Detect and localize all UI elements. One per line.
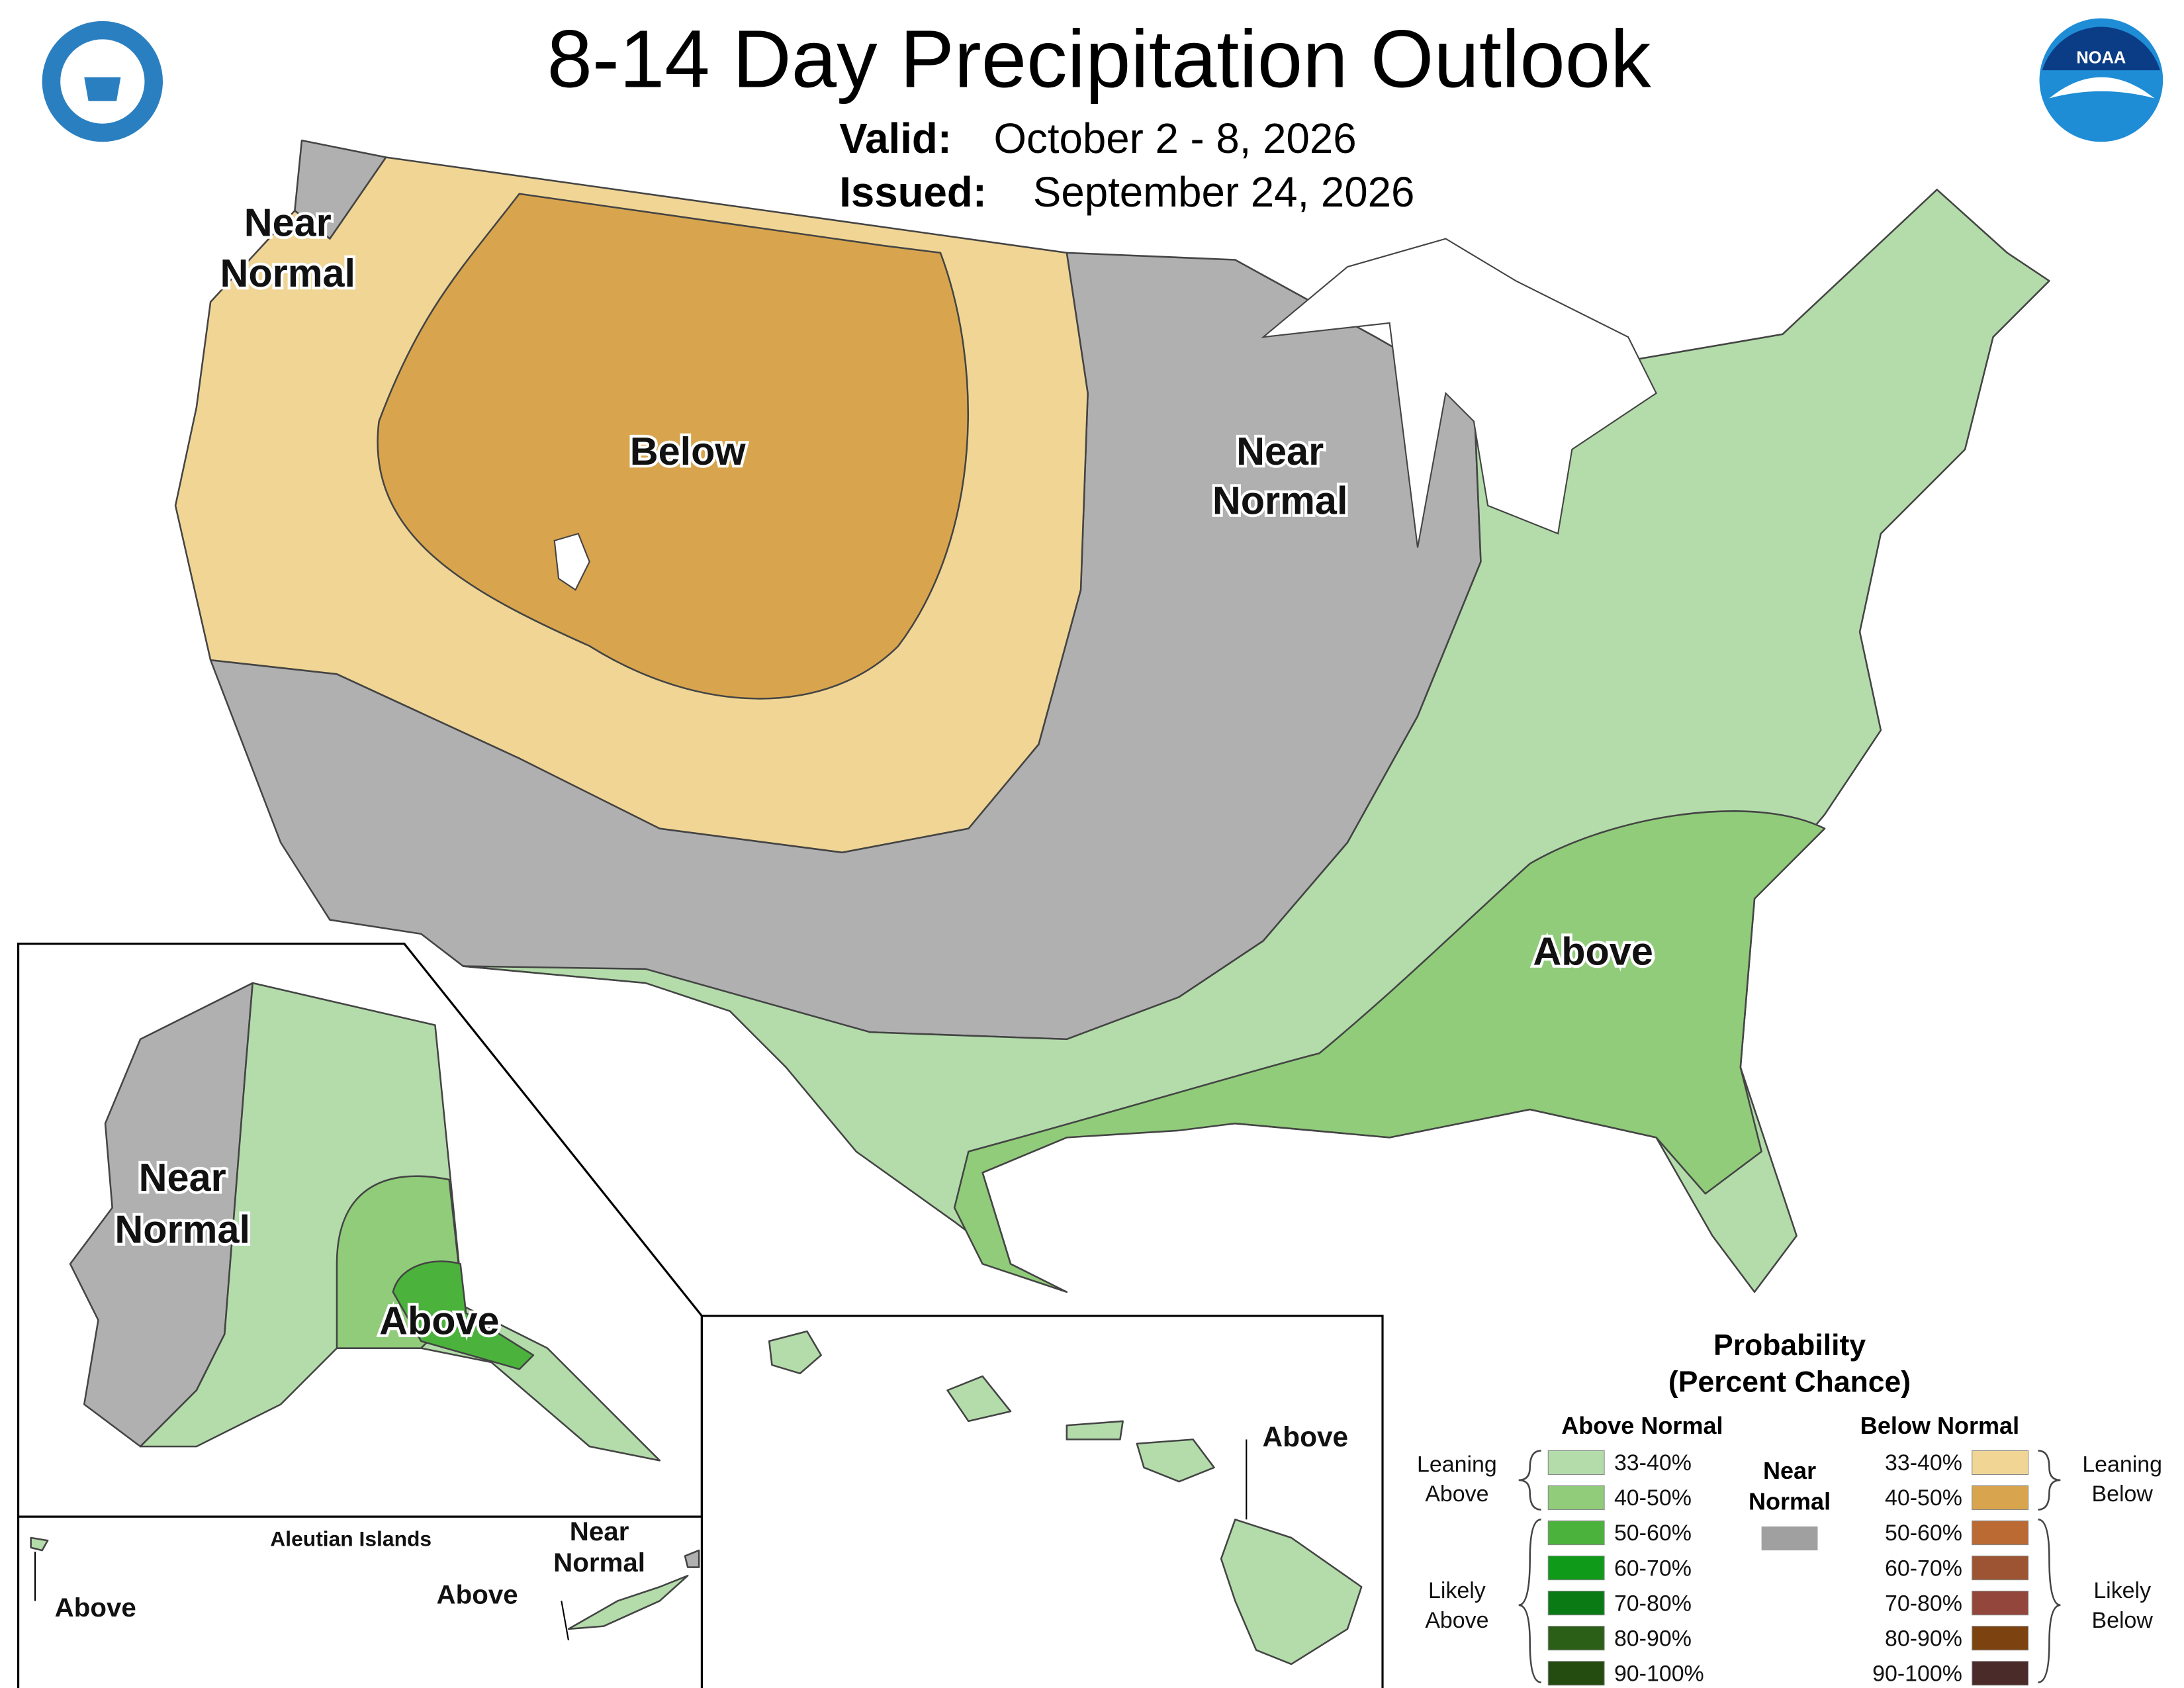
legend-swatch — [1972, 1661, 2029, 1686]
legend-swatch — [1972, 1626, 2029, 1651]
legend-bin-label: 90-100% — [1872, 1661, 1962, 1686]
legend-bin-label: 50-60% — [1885, 1521, 1962, 1546]
below-40-region — [377, 193, 969, 700]
valid-label: Valid: — [839, 115, 952, 162]
region-label: Near Normal — [114, 1155, 250, 1252]
group-label: Likely — [2093, 1578, 2151, 1603]
legend-bin-label: 90-100% — [1614, 1661, 1704, 1686]
legend-swatch — [1972, 1521, 2029, 1546]
legend-bin-label: 70-80% — [1885, 1591, 1962, 1616]
legend-near: Normal — [1749, 1488, 1831, 1515]
commerce-seal — [39, 18, 166, 145]
braces — [1518, 1450, 2061, 1683]
legend-bin-label: 60-70% — [1885, 1556, 1962, 1581]
issued-label: Issued: — [839, 169, 987, 216]
group-label: Below — [2091, 1608, 2153, 1633]
group-label: Below — [2091, 1481, 2153, 1507]
hawaii-inset — [700, 1315, 1384, 1688]
legend-swatch — [1547, 1485, 1605, 1511]
above-40-region — [953, 810, 1826, 1293]
region-label: Near Normal — [553, 1517, 645, 1577]
legend-bin-label: 60-70% — [1614, 1556, 1692, 1581]
legend-bin-label: 33-40% — [1885, 1450, 1962, 1476]
group-label: Leaning — [2082, 1452, 2162, 1477]
group-label: Likely — [1428, 1578, 1486, 1603]
legend-header: Above Normal — [1561, 1412, 1723, 1439]
legend-title: (Percent Chance) — [1668, 1366, 1911, 1398]
legend-bin-label: 40-50% — [1885, 1485, 1962, 1511]
region-label: Below — [630, 429, 747, 473]
legend-bin-label: 80-90% — [1614, 1626, 1692, 1651]
legend-swatch — [1972, 1591, 2029, 1616]
legend-swatch — [1547, 1521, 1605, 1546]
legend-title: Probability — [1713, 1329, 1866, 1362]
group-label: Leaning — [1417, 1452, 1497, 1477]
legend: Probability (Percent Chance) Above Norma… — [1417, 1329, 2162, 1686]
alaska-inset — [17, 943, 704, 1518]
svg-text:NOAA: NOAA — [2076, 48, 2126, 67]
region-label: Above — [437, 1580, 518, 1610]
group-label: Above — [1425, 1481, 1488, 1507]
issued-date: September 24, 2026 — [1033, 169, 1414, 216]
legend-bin-label: 80-90% — [1885, 1626, 1962, 1651]
legend-swatch — [1547, 1450, 1605, 1476]
region-label: Above — [1533, 929, 1653, 973]
legend-swatch — [1547, 1626, 1605, 1651]
region-label: Near Normal — [1212, 429, 1348, 522]
region-label: Above — [379, 1298, 499, 1342]
legend-bin-label: 50-60% — [1614, 1521, 1692, 1546]
valid-dates: October 2 - 8, 2026 — [994, 115, 1357, 162]
legend-swatch — [1547, 1661, 1605, 1686]
legend-swatch — [1761, 1526, 1818, 1551]
great-lakes — [1261, 238, 1657, 548]
region-label: Above — [1263, 1421, 1349, 1452]
legend-bin-label: 40-50% — [1614, 1485, 1692, 1511]
inset-title: Aleutian Islands — [270, 1527, 432, 1551]
region-label: Above — [55, 1593, 136, 1622]
legend-bin-label: 33-40% — [1614, 1450, 1692, 1476]
title: 8-14 Day Precipitation Outlook — [547, 15, 1652, 105]
lake — [553, 532, 590, 591]
region-label: Near Normal — [220, 200, 355, 295]
noaa-logo: NOAA — [2039, 18, 2163, 142]
conus — [174, 139, 2050, 1293]
legend-header: Below Normal — [1860, 1412, 2019, 1439]
legend-swatch — [1972, 1450, 2029, 1476]
legend-swatch — [1972, 1485, 2029, 1511]
legend-swatch — [1547, 1556, 1605, 1581]
legend-bin-label: 70-80% — [1614, 1591, 1692, 1616]
group-label: Above — [1425, 1608, 1488, 1633]
legend-near: Near — [1763, 1457, 1816, 1484]
aleutian-inset — [17, 1515, 704, 1688]
legend-swatch — [1547, 1591, 1605, 1616]
legend-swatch — [1972, 1556, 2029, 1581]
